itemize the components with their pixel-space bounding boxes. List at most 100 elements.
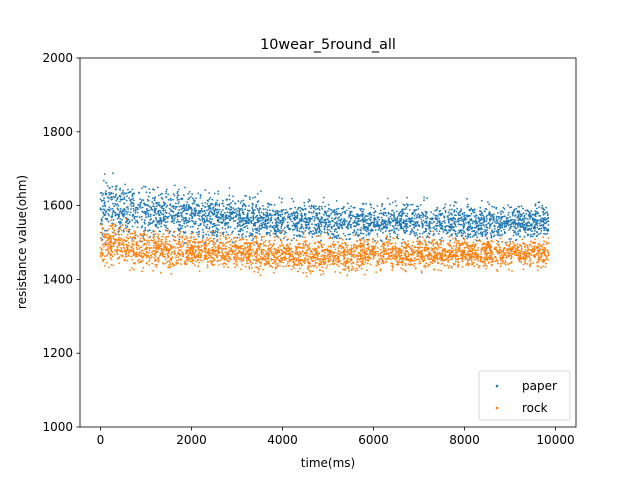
data-point-rock: [124, 227, 126, 230]
data-point-paper: [296, 212, 299, 215]
data-point-paper: [134, 208, 137, 211]
data-point-rock: [181, 236, 184, 239]
data-point-rock: [521, 238, 524, 241]
data-point-paper: [417, 213, 420, 216]
data-point-paper: [466, 237, 468, 240]
data-point-paper: [181, 227, 183, 229]
data-point-paper: [123, 202, 125, 205]
data-point-rock: [522, 263, 525, 266]
data-point-paper: [534, 230, 536, 232]
data-point-paper: [342, 206, 345, 209]
data-point-paper: [301, 218, 304, 221]
data-point-paper: [389, 215, 392, 218]
data-point-paper: [513, 231, 515, 234]
data-point-paper: [152, 197, 154, 200]
data-point-paper: [367, 229, 370, 232]
data-point-paper: [181, 224, 184, 227]
data-point-paper: [385, 223, 388, 226]
data-point-paper: [462, 222, 465, 225]
data-point-paper: [303, 217, 306, 220]
data-point-rock: [201, 241, 204, 243]
data-point-paper: [300, 212, 303, 215]
data-point-rock: [359, 246, 362, 249]
data-point-paper: [336, 231, 338, 234]
data-point-paper: [256, 214, 259, 217]
data-point-paper: [430, 218, 433, 220]
data-point-paper: [544, 219, 547, 222]
data-point-paper: [165, 190, 168, 193]
data-point-paper: [523, 218, 526, 220]
data-point-paper: [263, 226, 266, 229]
data-point-rock: [212, 248, 215, 251]
data-point-paper: [258, 211, 260, 214]
data-point-paper: [428, 223, 430, 225]
data-point-paper: [162, 216, 165, 219]
data-point-paper: [508, 211, 510, 214]
data-point-paper: [469, 236, 472, 239]
data-point-paper: [182, 218, 185, 221]
data-point-rock: [449, 258, 452, 261]
data-point-paper: [479, 219, 481, 222]
data-point-paper: [480, 211, 483, 214]
data-point-paper: [363, 223, 365, 226]
data-point-rock: [440, 263, 443, 265]
data-point-paper: [251, 239, 254, 242]
data-point-paper: [539, 224, 542, 227]
data-point-paper: [154, 211, 156, 214]
data-point-paper: [369, 216, 372, 219]
data-point-paper: [215, 233, 218, 236]
data-point-paper: [425, 220, 428, 223]
data-point-paper: [149, 205, 151, 208]
data-point-paper: [500, 234, 502, 237]
data-point-paper: [169, 214, 172, 217]
data-point-rock: [188, 241, 191, 244]
data-point-paper: [423, 221, 426, 224]
data-point-paper: [344, 210, 346, 213]
data-point-paper: [392, 225, 395, 228]
data-point-paper: [165, 212, 168, 215]
data-point-paper: [327, 232, 329, 235]
data-point-paper: [206, 209, 208, 212]
data-point-paper: [359, 229, 361, 231]
data-point-paper: [221, 215, 224, 218]
data-point-rock: [356, 263, 358, 266]
data-point-paper: [159, 193, 162, 196]
data-point-paper: [332, 225, 335, 228]
data-point-paper: [388, 212, 390, 215]
data-point-paper: [149, 213, 152, 216]
data-point-paper: [214, 215, 217, 218]
data-point-paper: [154, 207, 157, 210]
data-point-paper: [268, 209, 271, 212]
data-point-paper: [228, 217, 230, 220]
data-point-paper: [188, 197, 191, 199]
data-point-paper: [208, 205, 211, 208]
data-point-paper: [186, 201, 189, 204]
data-point-rock: [477, 259, 479, 262]
data-point-rock: [366, 269, 368, 271]
data-point-paper: [460, 232, 463, 234]
data-point-paper: [127, 231, 130, 233]
data-point-paper: [164, 202, 167, 205]
data-point-paper: [507, 219, 509, 222]
data-point-paper: [521, 217, 524, 220]
data-point-paper: [495, 217, 498, 219]
data-point-paper: [200, 216, 203, 218]
data-point-paper: [493, 213, 495, 216]
data-point-paper: [341, 226, 343, 229]
data-point-rock: [346, 253, 349, 256]
data-point-paper: [198, 233, 200, 236]
data-point-rock: [429, 253, 432, 256]
data-point-paper: [204, 206, 206, 208]
data-point-paper: [216, 214, 219, 216]
data-point-paper: [192, 199, 195, 201]
data-point-paper: [246, 214, 249, 217]
data-point-paper: [324, 225, 327, 228]
data-point-rock: [394, 242, 397, 245]
data-point-paper: [532, 221, 535, 224]
data-point-paper: [265, 231, 268, 234]
data-point-paper: [499, 220, 502, 223]
data-point-paper: [259, 219, 262, 222]
data-point-paper: [441, 228, 444, 231]
data-point-rock: [416, 250, 419, 253]
data-point-paper: [469, 233, 472, 236]
